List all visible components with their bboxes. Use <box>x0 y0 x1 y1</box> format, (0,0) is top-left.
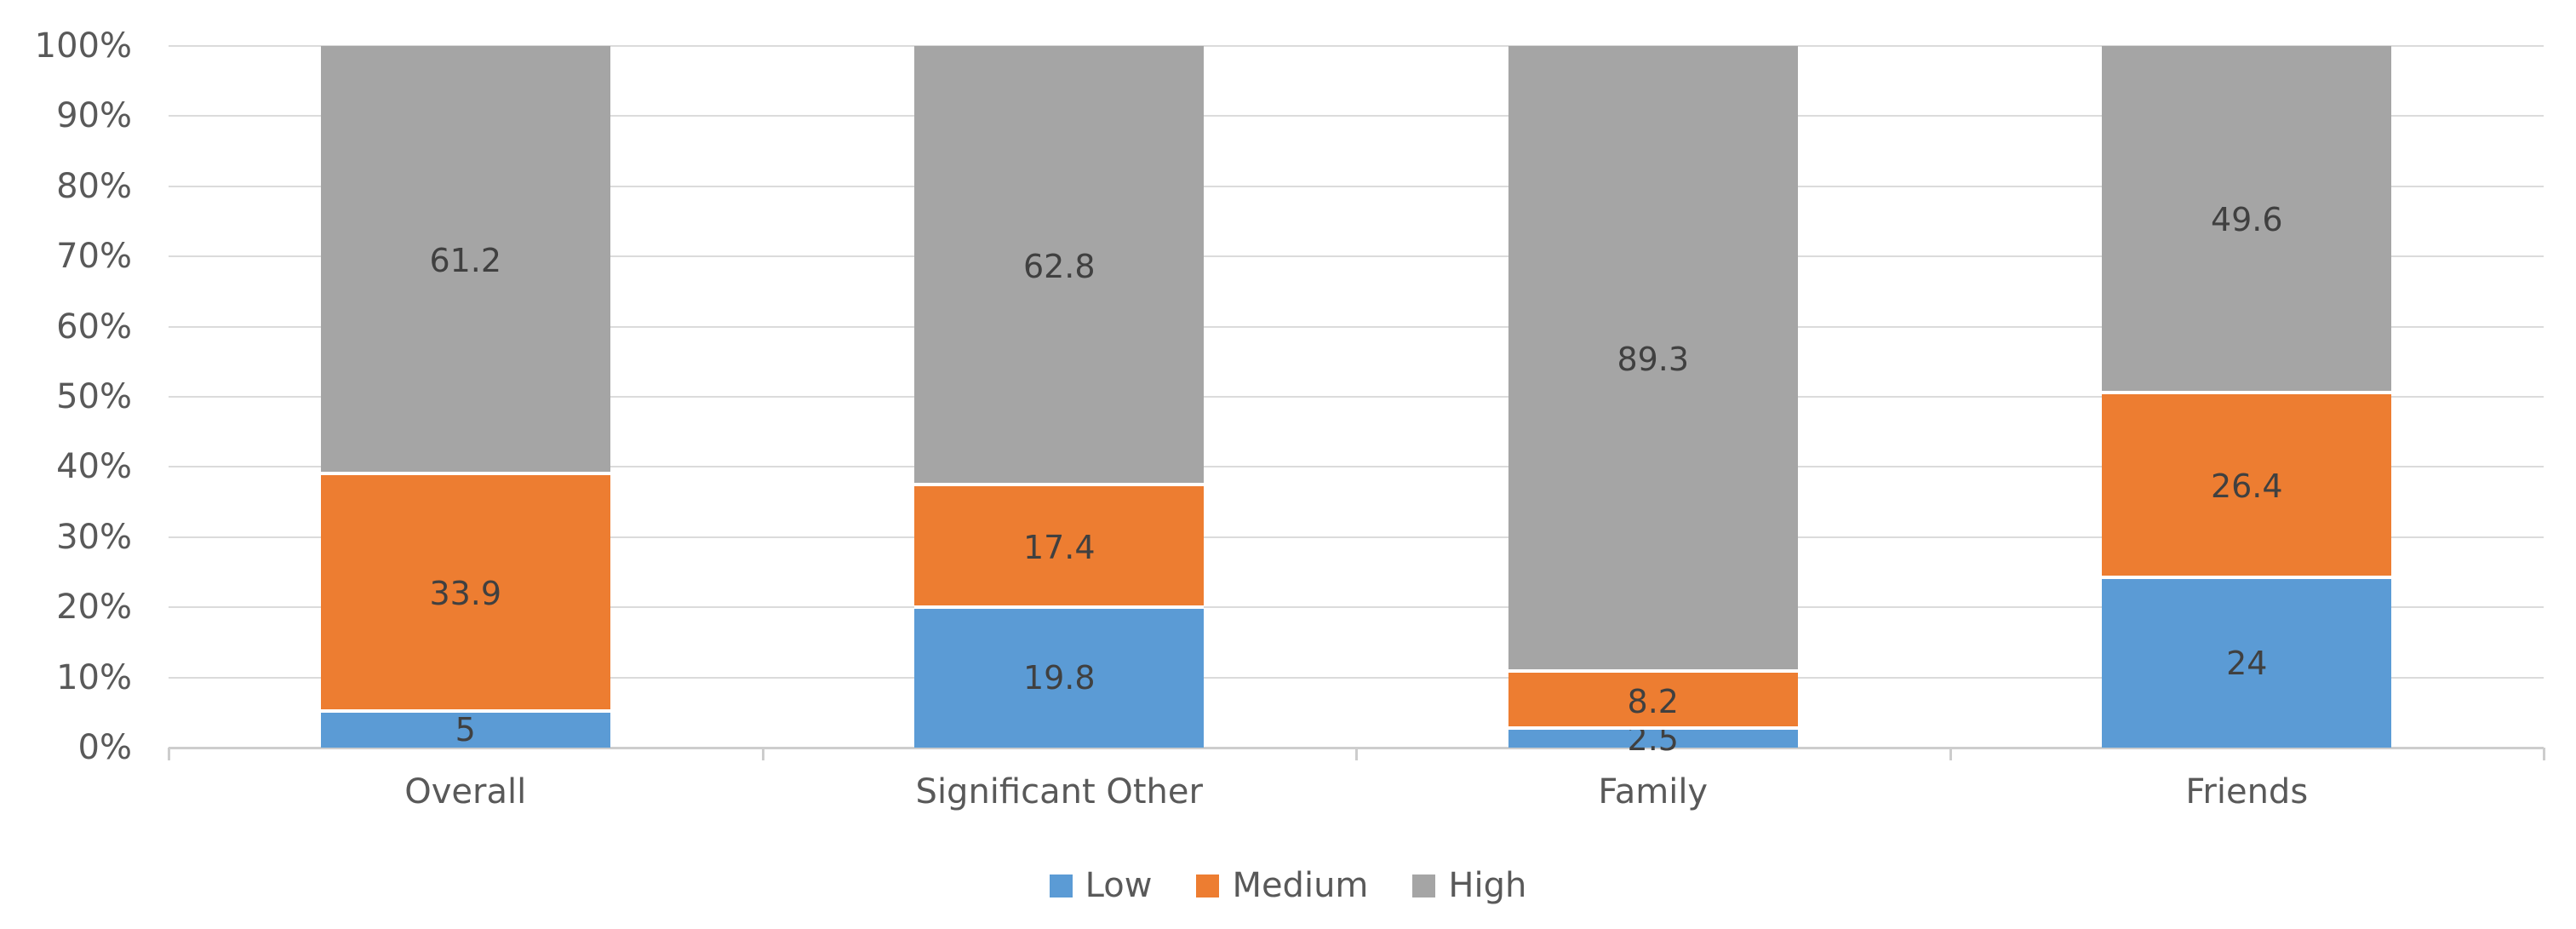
y-axis-tick-label: 60% <box>56 307 132 347</box>
legend-swatch-high-icon <box>1412 874 1436 897</box>
x-axis-tick <box>2543 748 2545 760</box>
gridline-90- <box>169 115 2544 118</box>
y-axis-tick-label: 90% <box>56 96 132 136</box>
x-axis-category-label: Overall <box>404 772 527 811</box>
gridline-70- <box>169 255 2544 258</box>
legend-swatch-low-icon <box>1049 874 1073 897</box>
x-axis-tick <box>168 748 170 760</box>
x-axis-category-label: Friends <box>2185 772 2309 811</box>
y-axis-tick-label: 20% <box>56 588 132 628</box>
y-axis-tick-label: 30% <box>56 517 132 557</box>
x-axis-category-label: Significant Other <box>915 772 1203 811</box>
x-axis-category-label: Family <box>1598 772 1709 811</box>
gridline-80- <box>169 185 2544 187</box>
legend-item-medium: Medium <box>1196 867 1368 904</box>
x-axis-tick <box>1355 748 1358 760</box>
gridline-10- <box>169 676 2544 679</box>
gridline-30- <box>169 536 2544 538</box>
y-axis-tick-label: 80% <box>56 166 132 206</box>
legend-label-low: Low <box>1085 866 1153 905</box>
y-axis-tick-label: 10% <box>56 657 132 697</box>
bar-significant-other-segment-medium <box>914 486 1205 609</box>
gridline-20- <box>169 606 2544 609</box>
bar-family-segment-low <box>1508 730 1798 748</box>
legend-swatch-medium-icon <box>1196 874 1220 897</box>
bar-family-segment-medium <box>1508 672 1798 731</box>
x-axis-tick <box>1949 748 1952 760</box>
bar-significant-other-segment-low <box>914 608 1205 748</box>
bar-overall-segment-low <box>320 712 610 748</box>
gridline-40- <box>169 466 2544 468</box>
bar-friends-segment-medium <box>2102 393 2392 580</box>
legend-item-low: Low <box>1049 866 1153 905</box>
bar-friends-segment-low <box>2102 579 2392 748</box>
y-axis-tick-label: 70% <box>56 237 132 277</box>
bar-significant-other-segment-high <box>914 46 1205 487</box>
gridline-50- <box>169 396 2544 398</box>
legend-label-high: High <box>1448 866 1527 905</box>
x-axis-tick <box>761 748 764 760</box>
legend-item-high: High <box>1412 867 1526 904</box>
y-axis-tick-label: 40% <box>56 447 132 487</box>
legend: Low Medium High <box>0 858 2576 913</box>
bar-family-segment-high <box>1508 46 1798 673</box>
bar-overall-segment-high <box>320 46 610 475</box>
bar-overall-segment-medium <box>320 474 610 713</box>
y-axis-tick-label: 100% <box>34 26 132 66</box>
gridline-60- <box>169 325 2544 328</box>
legend-label-medium: Medium <box>1232 866 1369 905</box>
bar-friends-segment-high <box>2102 46 2392 394</box>
y-axis-tick-label: 0% <box>77 728 132 767</box>
y-axis-tick-label: 50% <box>56 377 132 416</box>
gridline-100- <box>169 45 2544 47</box>
